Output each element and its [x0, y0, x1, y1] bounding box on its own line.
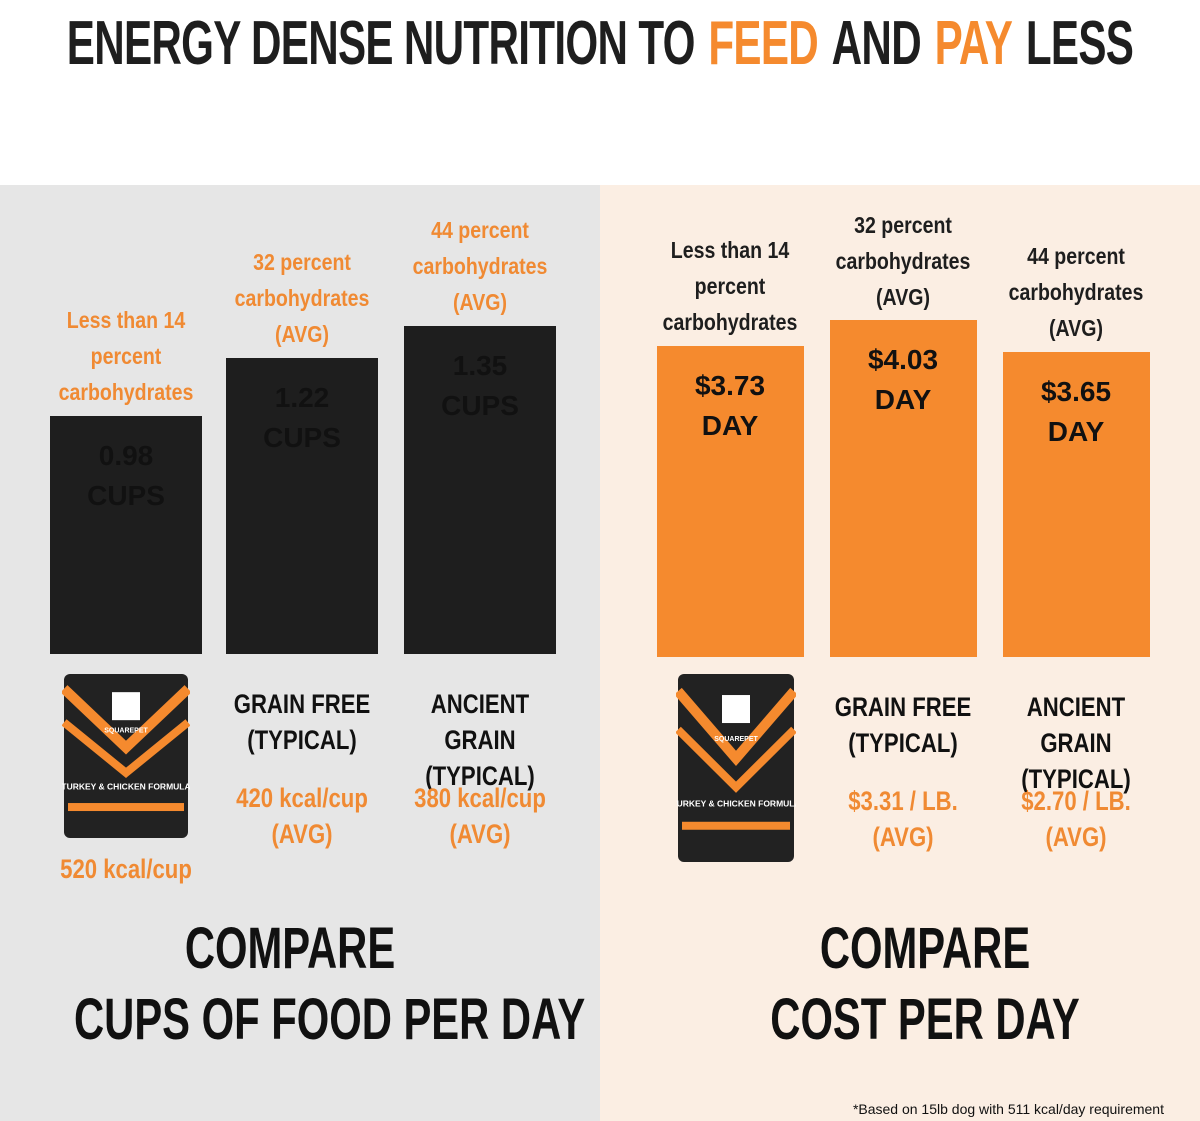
title-highlight: PAY: [934, 9, 1013, 78]
bar-annotation: Less than 14 percent carbohydrates: [58, 306, 194, 405]
bar-annotation: 32 percent carbohydrates (AVG): [835, 211, 971, 310]
category-label: GRAIN FREE (TYPICAL): [834, 692, 972, 758]
chart-title: COMPARE: [819, 916, 1031, 981]
value-label: $3.65 DAY: [1040, 376, 1112, 448]
category-label: ANCIENT GRAIN (TYPICAL): [425, 689, 535, 791]
note-label: 520 kcal/cup: [60, 854, 192, 884]
bar-annotation: 44 percent carbohydrates (AVG): [1008, 243, 1144, 342]
bar: 0.98 CUPS: [50, 415, 202, 654]
title: ENERGY DENSE NUTRITION TO FEED AND PAY LESS: [56, 8, 1144, 79]
value-label: $3.73 DAY: [694, 369, 766, 441]
value-label: 1.22 CUPS: [263, 381, 341, 453]
note-label: $3.31 / LB. (AVG): [848, 786, 958, 852]
chart-title: COMPARE: [184, 916, 396, 981]
product-bag: SQUAREPET TURKEY & CHICKEN FORMULA: [676, 674, 796, 862]
product-brand: SQUAREPET: [104, 727, 148, 734]
category-label: GRAIN FREE (TYPICAL): [233, 689, 371, 755]
product-name: TURKEY & CHICKEN FORMULA: [676, 798, 796, 808]
title-part: ENERGY DENSE NUTRITION TO: [66, 9, 696, 78]
bar: 1.22 CUPS: [226, 357, 378, 654]
title-highlight: FEED: [708, 9, 819, 78]
footnote: *Based on 15lb dog with 511 kcal/day req…: [852, 1101, 1164, 1117]
product-brand: SQUAREPET: [714, 736, 758, 743]
bar-annotation: 32 percent carbohydrates (AVG): [234, 248, 370, 347]
bar: $3.65 DAY: [1002, 352, 1150, 657]
bar: $3.73 DAY: [656, 345, 804, 657]
note-label: 380 kcal/cup (AVG): [414, 783, 546, 849]
bar-annotation: 44 percent carbohydrates (AVG): [412, 216, 548, 315]
category-label: ANCIENT GRAIN (TYPICAL): [1021, 692, 1131, 794]
value-label: $4.03 DAY: [867, 344, 939, 416]
note-label: $2.70 / LB. (AVG): [1021, 786, 1131, 852]
value-label: 1.35 CUPS: [441, 349, 519, 421]
title-part: LESS: [1025, 9, 1134, 78]
chart-subtitle: CUPS OF FOOD PER DAY: [73, 987, 586, 1052]
product-name: TURKEY & CHICKEN FORMULA: [62, 782, 190, 792]
bar: $4.03 DAY: [829, 320, 977, 657]
bar-annotation: Less than 14 percent carbohydrates: [662, 236, 798, 335]
bar: 1.35 CUPS: [404, 325, 556, 654]
chart-subtitle: COST PER DAY: [770, 987, 1080, 1052]
product-bag: SQUAREPET TURKEY & CHICKEN FORMULA: [62, 674, 190, 838]
note-label: 420 kcal/cup (AVG): [236, 783, 368, 849]
value-label: 0.98 CUPS: [87, 439, 165, 511]
title-part: AND: [831, 9, 922, 78]
